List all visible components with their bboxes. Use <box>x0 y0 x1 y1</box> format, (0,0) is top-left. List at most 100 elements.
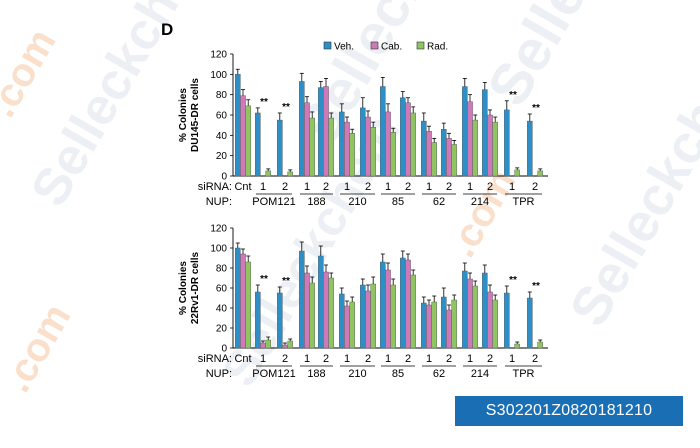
bar <box>339 293 345 349</box>
bar <box>482 272 488 349</box>
nup-tick-label: 214 <box>471 368 489 380</box>
nup-row-label: NUP: <box>206 368 232 380</box>
bar <box>527 297 533 349</box>
bar <box>441 296 447 349</box>
nup-tick-label: TPR <box>513 368 535 380</box>
bar <box>537 341 543 349</box>
y-axis-label: % Colonies <box>178 88 189 142</box>
bar <box>426 304 432 349</box>
nup-tick-label: 188 <box>307 196 325 208</box>
bar <box>405 259 411 349</box>
bar <box>431 142 438 177</box>
sirna-tick-label: 2 <box>487 353 493 365</box>
bar <box>514 169 520 177</box>
sirna-tick-label: 1 <box>260 353 266 365</box>
legend-swatch <box>416 41 425 50</box>
bar <box>277 292 283 349</box>
sirna-tick-label: 1 <box>385 181 391 193</box>
bar <box>482 89 488 177</box>
bar <box>462 86 468 177</box>
sirna-tick-label: 2 <box>365 181 371 193</box>
significance-marker: ** <box>282 102 290 113</box>
bar <box>349 301 356 349</box>
bar <box>390 132 397 177</box>
sirna-tick-label: 1 <box>426 353 432 365</box>
bar <box>254 112 261 177</box>
bar <box>323 271 329 349</box>
nup-tick-label: TPR <box>513 196 535 208</box>
nup-tick-label: 210 <box>348 196 366 208</box>
y-tick-label: 0 <box>221 172 227 183</box>
y-tick-label: 40 <box>216 304 228 315</box>
legend-label: Veh. <box>334 42 354 53</box>
bar <box>385 111 391 177</box>
bar <box>426 131 432 177</box>
sirna-tick-label: 1 <box>344 181 350 193</box>
nup-tick-label: POM121 <box>252 196 295 208</box>
bar <box>344 121 350 177</box>
nup-tick-label: 85 <box>392 368 404 380</box>
sirna-tick-label: 2 <box>405 353 411 365</box>
bar <box>277 119 283 177</box>
sirna-tick-label: 2 <box>323 181 329 193</box>
bar <box>318 87 324 177</box>
significance-marker: ** <box>532 103 540 114</box>
nup-tick-label: POM121 <box>252 368 295 380</box>
bar <box>245 105 252 177</box>
bar <box>380 261 386 349</box>
sirna-tick-label: 2 <box>446 353 452 365</box>
bar <box>328 277 335 349</box>
catalog-number-badge: S302201Z0820181210 <box>455 396 683 426</box>
nup-row-label: NUP: <box>206 196 232 208</box>
y-tick-label: 120 <box>210 224 227 235</box>
sirna-tick-label: 1 <box>304 353 310 365</box>
sirna-tick-label: 2 <box>532 353 538 365</box>
bar <box>462 270 468 349</box>
sirna-tick-label: 1 <box>426 181 432 193</box>
bar <box>527 120 533 177</box>
bar <box>467 101 473 177</box>
legend-label: Rad. <box>427 42 448 53</box>
panel-label: D <box>161 20 173 39</box>
sirna-row-label: siRNA: <box>198 353 232 365</box>
sirna-tick-label: 2 <box>282 353 288 365</box>
bar <box>410 112 417 177</box>
chart-du145: 0 20 40 60 80 100 120 % Colonies DU145-DR cells *… <box>178 50 548 208</box>
chart-22rv1: 0 20 40 60 80 100 120 % Colonies 22Rv1-DR cells *… <box>178 224 548 380</box>
watermark-text: Selleckchem <box>558 23 700 336</box>
bar <box>504 109 510 177</box>
bar <box>487 114 493 177</box>
bar <box>360 107 366 177</box>
bar <box>410 274 417 349</box>
bar <box>451 299 458 349</box>
sirna-tick-label: 2 <box>446 181 452 193</box>
sirna-tick-label: 2 <box>282 181 288 193</box>
bar <box>421 302 427 349</box>
bar <box>245 261 252 349</box>
sirna-tick-label: 1 <box>344 353 350 365</box>
bar <box>265 339 272 349</box>
bar <box>234 74 241 177</box>
nup-tick-label: 214 <box>471 196 489 208</box>
bar <box>240 95 246 177</box>
bar <box>472 119 479 177</box>
bar <box>365 116 371 177</box>
nup-tick-label: 210 <box>348 368 366 380</box>
sirna-row-label: siRNA: <box>198 181 232 193</box>
bar <box>431 301 438 349</box>
nup-tick-label: 188 <box>307 368 325 380</box>
significance-marker: ** <box>532 281 540 292</box>
sirna-tick-label: 1 <box>509 353 515 365</box>
bar <box>265 170 272 177</box>
bar <box>240 253 246 349</box>
bar <box>400 97 406 177</box>
bar <box>318 255 324 349</box>
y-tick-label: 0 <box>221 344 227 355</box>
bar <box>441 129 447 177</box>
bar <box>537 170 543 177</box>
bar <box>385 269 391 349</box>
significance-marker: ** <box>509 275 517 286</box>
bar <box>339 111 345 177</box>
bar <box>365 290 371 349</box>
